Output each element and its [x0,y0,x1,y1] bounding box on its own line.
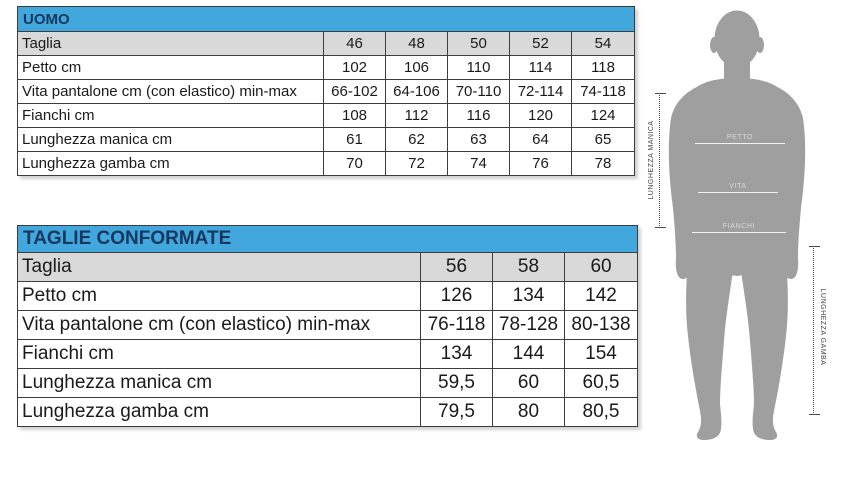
value-cell: 118 [570,55,636,80]
value-cell: 60,5 [563,368,639,398]
size-header-row: Taglia 46 48 50 52 54 [17,31,636,56]
row-label: Lunghezza gamba cm [17,151,324,176]
value-cell: 114 [509,55,572,80]
size-cell: 58 [492,252,565,282]
size-cell: 48 [385,31,448,56]
value-cell: 62 [385,127,448,152]
table-row-manica: Lunghezza manica cm 61 62 63 64 65 [17,127,636,152]
leg-length-label: LUNGHEZZA GAMBA [819,288,826,366]
size-cell: 50 [447,31,510,56]
body-measurement-figure: PETTO VITA FIANCHI LUNGHEZZA MANICA LUNG… [630,0,850,482]
male-silhouette [668,10,806,440]
size-cell: 46 [323,31,386,56]
row-label: Lunghezza manica cm [17,127,324,152]
value-cell: 74 [447,151,510,176]
value-cell: 134 [420,339,493,369]
value-cell: 64 [509,127,572,152]
size-cell: 60 [563,252,639,282]
table-row-vita: Vita pantalone cm (con elastico) min-max… [17,310,639,340]
table-row-vita: Vita pantalone cm (con elastico) min-max… [17,79,636,104]
value-cell: 72-114 [509,79,572,104]
taglie-conformate-table: TAGLIE CONFORMATE Taglia 56 58 60 Petto … [16,225,639,427]
value-cell: 80 [492,397,565,427]
value-cell: 134 [492,281,565,311]
size-header-row: Taglia 56 58 60 [17,252,639,282]
conformate-table-title: TAGLIE CONFORMATE [16,225,639,253]
value-cell: 65 [570,127,636,152]
table-row-petto: Petto cm 126 134 142 [17,281,639,311]
row-label: Vita pantalone cm (con elastico) min-max [17,79,324,104]
value-cell: 154 [563,339,639,369]
value-cell: 142 [563,281,639,311]
value-cell: 63 [447,127,510,152]
value-cell: 112 [385,103,448,128]
value-cell: 80,5 [563,397,639,427]
dimension-cap [809,414,820,415]
value-cell: 108 [323,103,386,128]
value-cell: 70-110 [447,79,510,104]
value-cell: 61 [323,127,386,152]
chest-line [695,143,785,144]
value-cell: 144 [492,339,565,369]
uomo-table-title: UOMO [16,6,636,32]
row-label: Fianchi cm [17,339,421,369]
hips-label: FIANCHI [722,223,756,230]
value-cell: 72 [385,151,448,176]
table-title-row: UOMO [16,6,636,32]
row-label: Petto cm [17,55,324,80]
table-row-petto: Petto cm 102 106 110 114 118 [17,55,636,80]
table-row-gamba: Lunghezza gamba cm 79,5 80 80,5 [17,397,639,427]
dimension-cap [655,93,666,94]
size-cell: 54 [570,31,636,56]
value-cell: 78 [570,151,636,176]
table-row-gamba: Lunghezza gamba cm 70 72 74 76 78 [17,151,636,176]
value-cell: 59,5 [420,368,493,398]
value-cell: 116 [447,103,510,128]
value-cell: 120 [509,103,572,128]
value-cell: 76-118 [420,310,493,340]
dimension-cap [655,227,666,228]
row-label: Lunghezza manica cm [17,368,421,398]
value-cell: 126 [420,281,493,311]
table-row-fianchi: Fianchi cm 108 112 116 120 124 [17,103,636,128]
row-label-taglia: Taglia [17,252,421,282]
waist-line [698,192,778,193]
leg-length-dimension-line [809,246,820,415]
dimension-cap [809,246,820,247]
value-cell: 110 [447,55,510,80]
waist-label: VITA [729,183,747,190]
row-label: Fianchi cm [17,103,324,128]
value-cell: 60 [492,368,565,398]
value-cell: 76 [509,151,572,176]
table-row-manica: Lunghezza manica cm 59,5 60 60,5 [17,368,639,398]
value-cell: 74-118 [570,79,636,104]
value-cell: 70 [323,151,386,176]
value-cell: 106 [385,55,448,80]
value-cell: 79,5 [420,397,493,427]
chest-label: PETTO [726,134,754,141]
sleeve-length-label: LUNGHEZZA MANICA [648,120,655,200]
table-row-fianchi: Fianchi cm 134 144 154 [17,339,639,369]
value-cell: 64-106 [385,79,448,104]
value-cell: 66-102 [323,79,386,104]
row-label: Vita pantalone cm (con elastico) min-max [17,310,421,340]
table-title-row: TAGLIE CONFORMATE [16,225,639,253]
row-label: Lunghezza gamba cm [17,397,421,427]
size-cell: 56 [420,252,493,282]
row-label: Petto cm [17,281,421,311]
uomo-size-table: UOMO Taglia 46 48 50 52 54 Petto cm 102 … [16,6,636,176]
sleeve-length-dimension-line [655,93,666,228]
value-cell: 78-128 [492,310,565,340]
value-cell: 102 [323,55,386,80]
size-cell: 52 [509,31,572,56]
value-cell: 80-138 [563,310,639,340]
value-cell: 124 [570,103,636,128]
row-label-taglia: Taglia [17,31,324,56]
hips-line [692,232,786,233]
